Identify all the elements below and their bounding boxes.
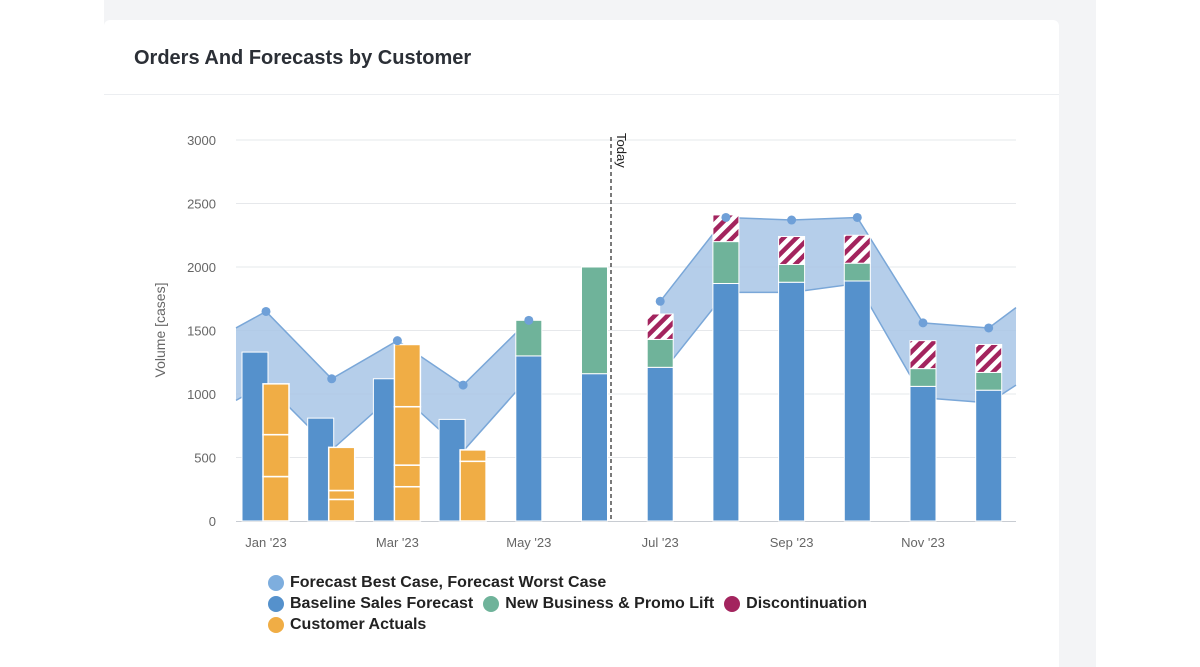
discontinuation-bar <box>646 313 674 340</box>
legend-item[interactable]: New Business & Promo Lift <box>483 593 714 614</box>
baseline-forecast-bar <box>778 281 806 522</box>
forecast-best-marker <box>524 315 534 325</box>
new-business-bar <box>515 319 543 357</box>
new-business-bar <box>843 262 871 282</box>
new-business-bar <box>909 368 937 387</box>
legend-swatch-icon <box>268 595 284 612</box>
customer-actuals-bar <box>327 498 356 522</box>
baseline-forecast-bar <box>843 280 871 522</box>
baseline-forecast-bar <box>975 389 1003 522</box>
chart-legend: Forecast Best Case, Forecast Worst Case B… <box>268 572 877 635</box>
legend-row: Forecast Best Case, Forecast Worst Case <box>268 572 877 593</box>
forecast-best-marker <box>852 212 862 222</box>
legend-row: Customer Actuals <box>268 614 877 635</box>
forecast-best-marker <box>918 318 928 328</box>
y-tick-label: 2000 <box>187 260 216 275</box>
baseline-forecast-bar <box>581 373 608 522</box>
y-tick-label: 1500 <box>187 324 216 339</box>
y-tick-label: 2500 <box>187 197 216 212</box>
legend-label: New Business & Promo Lift <box>505 595 715 612</box>
legend-item[interactable]: Customer Actuals <box>268 614 426 635</box>
card-header: Orders And Forecasts by Customer <box>104 20 1059 95</box>
forecast-best-marker <box>458 380 468 390</box>
x-tick-label: Nov '23 <box>901 535 945 550</box>
customer-actuals-bar <box>327 446 356 492</box>
y-tick-label: 1000 <box>187 387 216 402</box>
x-tick-label: Sep '23 <box>770 535 814 550</box>
customer-actuals-bar <box>393 485 422 522</box>
customer-actuals-bar <box>393 405 422 466</box>
legend-label: Baseline Sales Forecast <box>290 595 474 612</box>
x-tick-label: Jan '23 <box>245 535 287 550</box>
baseline-forecast-bar <box>646 366 674 522</box>
baseline-forecast-bar <box>712 283 740 522</box>
baseline-forecast-bar <box>909 385 937 522</box>
x-tick-label: May '23 <box>506 535 551 550</box>
discontinuation-bar <box>975 343 1003 373</box>
legend-swatch-icon <box>268 574 284 591</box>
legend-swatch-icon <box>724 595 741 612</box>
baseline-forecast-bar <box>515 355 543 522</box>
y-tick-label: 500 <box>194 451 216 466</box>
legend-swatch-icon <box>268 616 284 633</box>
customer-actuals-bar <box>327 489 356 501</box>
x-tick-label: Jul '23 <box>642 535 679 550</box>
forecast-best-marker <box>261 306 271 316</box>
page-title: Orders And Forecasts by Customer <box>134 46 472 69</box>
y-tick-label: 3000 <box>187 133 216 148</box>
y-axis-title: Volume [cases] <box>152 283 168 378</box>
legend-row: Baseline Sales Forecast New Business & Pr… <box>268 593 877 614</box>
discontinuation-bar <box>909 340 937 370</box>
customer-actuals-bar <box>393 343 422 408</box>
forecast-best-marker <box>721 212 731 222</box>
forecast-best-marker <box>655 296 665 306</box>
legend-label: Discontinuation <box>746 595 868 612</box>
forecast-best-marker <box>787 215 797 225</box>
customer-actuals-bar <box>459 449 487 463</box>
new-business-bar <box>581 266 608 375</box>
customer-actuals-bar <box>262 383 290 436</box>
customer-actuals-bar <box>393 464 422 488</box>
legend-item[interactable]: Forecast Best Case, Forecast Worst Case <box>268 572 606 593</box>
customer-actuals-bar <box>459 460 487 522</box>
forecast-best-marker <box>984 323 994 333</box>
y-tick-label: 0 <box>209 514 216 529</box>
customer-actuals-bar <box>262 433 290 478</box>
forecast-best-marker <box>392 336 402 346</box>
new-business-bar <box>712 241 740 285</box>
discontinuation-bar <box>778 236 806 265</box>
legend-label: Forecast Best Case, Forecast Worst Case <box>290 574 607 591</box>
customer-actuals-bar <box>262 475 290 522</box>
legend-swatch-icon <box>483 595 500 612</box>
discontinuation-bar <box>843 234 871 264</box>
today-label: Today <box>614 133 629 168</box>
new-business-bar <box>975 371 1003 391</box>
new-business-bar <box>778 263 806 283</box>
legend-label: Customer Actuals <box>290 616 427 633</box>
forecast-best-line <box>235 310 530 387</box>
new-business-bar <box>646 338 674 368</box>
legend-item[interactable]: Discontinuation <box>724 593 867 614</box>
legend-item[interactable]: Baseline Sales Forecast <box>268 593 473 614</box>
x-tick-label: Mar '23 <box>376 535 419 550</box>
forecast-best-marker <box>327 374 337 384</box>
